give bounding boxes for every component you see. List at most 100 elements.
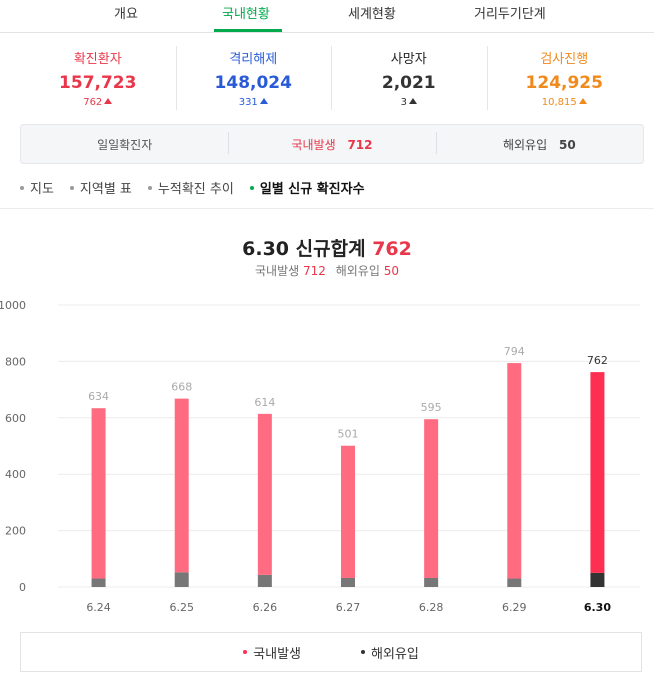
subtab-map[interactable]: 지도 [20, 178, 54, 197]
subtab-label: 지도 [30, 182, 54, 197]
daily-domestic: 국내발생 712 [228, 131, 435, 154]
bar-segment-domestic [590, 372, 605, 573]
stat-delta-value: 10,815 [541, 97, 577, 108]
subtab-label: 누적확진 추이 [157, 182, 234, 197]
bar-total-label: 668 [171, 381, 192, 394]
top-tab-bar: 개요 국내현황 세계현황 거리두기단계 [0, 0, 654, 33]
bar-segment-domestic [341, 445, 355, 578]
tab-world[interactable]: 세계현황 [348, 7, 396, 22]
bar-segment-overseas [590, 572, 605, 587]
daily-overseas: 해외유입 50 [435, 131, 643, 154]
stat-delta-value: 331 [238, 97, 258, 108]
divider [0, 208, 654, 209]
y-tick-label: 800 [5, 355, 26, 368]
legend-label: 국내발생 [253, 646, 301, 662]
legend-label: 해외유입 [371, 646, 419, 662]
stat-deaths: 사망자 2,021 3 [331, 40, 487, 116]
subtab-region-table[interactable]: 지역별 표 [69, 178, 132, 197]
subtab-label: 지역별 표 [79, 182, 132, 197]
bar-segment-overseas [257, 574, 272, 587]
bar-segment-overseas [507, 578, 522, 587]
stat-label: 검사진행 [540, 52, 589, 67]
stat-confirmed: 확진환자 157,723 762 [20, 40, 176, 116]
bar-segment-domestic [257, 413, 272, 575]
stat-value: 157,723 [59, 73, 137, 93]
bar-segment-domestic [91, 408, 106, 579]
bar-segment-domestic [507, 363, 522, 579]
stat-label: 격리해제 [229, 52, 278, 67]
daily-overseas-value: 50 [558, 137, 576, 152]
subtitle-domestic-label: 국내발생 [254, 264, 300, 278]
x-tick-label: 6.24 [86, 601, 111, 614]
tab-distancing[interactable]: 거리두기단계 [474, 7, 546, 22]
chart-title-prefix: 6.30 신규합계 [242, 238, 366, 260]
tab-overview[interactable]: 개요 [114, 7, 138, 22]
subtab-daily-new[interactable]: 일별 신규 확진자수 [249, 178, 365, 197]
daily-domestic-label: 국내발생 [291, 137, 336, 152]
active-tab-indicator [214, 29, 282, 32]
y-tick-label: 0 [19, 581, 26, 594]
chart-subtitle: 국내발생 712 해외유입 50 [0, 262, 654, 279]
bar-segment-domestic [174, 398, 189, 573]
x-tick-label: 6.28 [419, 601, 444, 614]
daily-domestic-value: 712 [347, 137, 373, 152]
legend-dot-icon [243, 650, 248, 654]
x-tick-label: 6.30 [584, 601, 611, 614]
up-arrow-icon [578, 98, 587, 104]
daily-cases-box: 일일확진자 국내발생 712 해외유입 50 [20, 124, 644, 164]
chart-title: 6.30 신규합계 762 [0, 234, 654, 261]
bullet-icon [69, 185, 74, 190]
bar-segment-overseas [424, 577, 439, 587]
x-tick-label: 6.25 [169, 601, 194, 614]
stat-delta: 10,815 [487, 97, 643, 108]
stat-label: 사망자 [390, 52, 427, 67]
stat-value: 2,021 [381, 73, 436, 93]
stat-delta: 3 [331, 97, 487, 108]
y-tick-label: 200 [5, 525, 26, 538]
daily-cases-chart: 0 200 400 600 800 1000 634 6.24 668 6.25 614 6.26 50… [0, 299, 640, 614]
bar-total-label: 634 [88, 390, 109, 403]
bar-total-label: 595 [421, 401, 442, 414]
bar-total-label: 762 [587, 354, 608, 367]
sub-tab-bar: 지도 지역별 표 누적확진 추이 일별 신규 확진자수 [20, 178, 365, 197]
bullet-icon [20, 185, 24, 190]
subtab-cumulative-trend[interactable]: 누적확진 추이 [147, 178, 234, 197]
bullet-icon [249, 185, 254, 190]
subtitle-overseas-value: 50 [383, 264, 399, 278]
x-tick-label: 6.29 [502, 601, 527, 614]
bar-segment-overseas [174, 572, 189, 587]
bar-total-label: 794 [504, 345, 525, 358]
stat-value: 148,024 [214, 73, 292, 93]
legend-domestic: 국내발생 [243, 643, 301, 662]
subtitle-domestic-value: 712 [302, 264, 326, 278]
up-arrow-icon [104, 98, 113, 104]
up-arrow-icon [408, 98, 417, 104]
bar-segment-domestic [424, 419, 439, 578]
subtab-label: 일별 신규 확진자수 [259, 182, 365, 197]
daily-overseas-label: 해외유입 [502, 137, 548, 152]
chart-title-total: 762 [372, 238, 412, 260]
y-tick-label: 600 [5, 412, 26, 425]
stat-released: 격리해제 148,024 331 [175, 40, 332, 116]
stats-panel: 확진환자 157,723 762 격리해제 148,024 331 사망자 2,… [20, 40, 642, 116]
bullet-icon [147, 185, 152, 190]
bar-total-label: 501 [338, 428, 359, 441]
up-arrow-icon [259, 98, 268, 104]
tab-domestic[interactable]: 국내현황 [222, 7, 270, 22]
bar-total-label: 614 [254, 396, 275, 409]
daily-label: 일일확진자 [97, 137, 153, 152]
stat-testing: 검사진행 124,925 10,815 [486, 40, 643, 116]
y-tick-label: 400 [5, 468, 26, 481]
x-tick-label: 6.27 [336, 601, 361, 614]
stat-delta-value: 3 [400, 97, 407, 108]
legend-dot-icon [361, 650, 365, 654]
x-tick-label: 6.26 [253, 601, 278, 614]
stat-delta: 331 [176, 97, 332, 108]
stat-label: 확진환자 [73, 52, 122, 67]
stat-value: 124,925 [525, 73, 603, 93]
chart-legend: 국내발생 해외유입 [20, 632, 642, 672]
y-tick-label: 1000 [0, 299, 26, 312]
bar-segment-overseas [341, 577, 355, 587]
bar-segment-overseas [91, 578, 106, 587]
legend-overseas: 해외유입 [361, 643, 419, 662]
